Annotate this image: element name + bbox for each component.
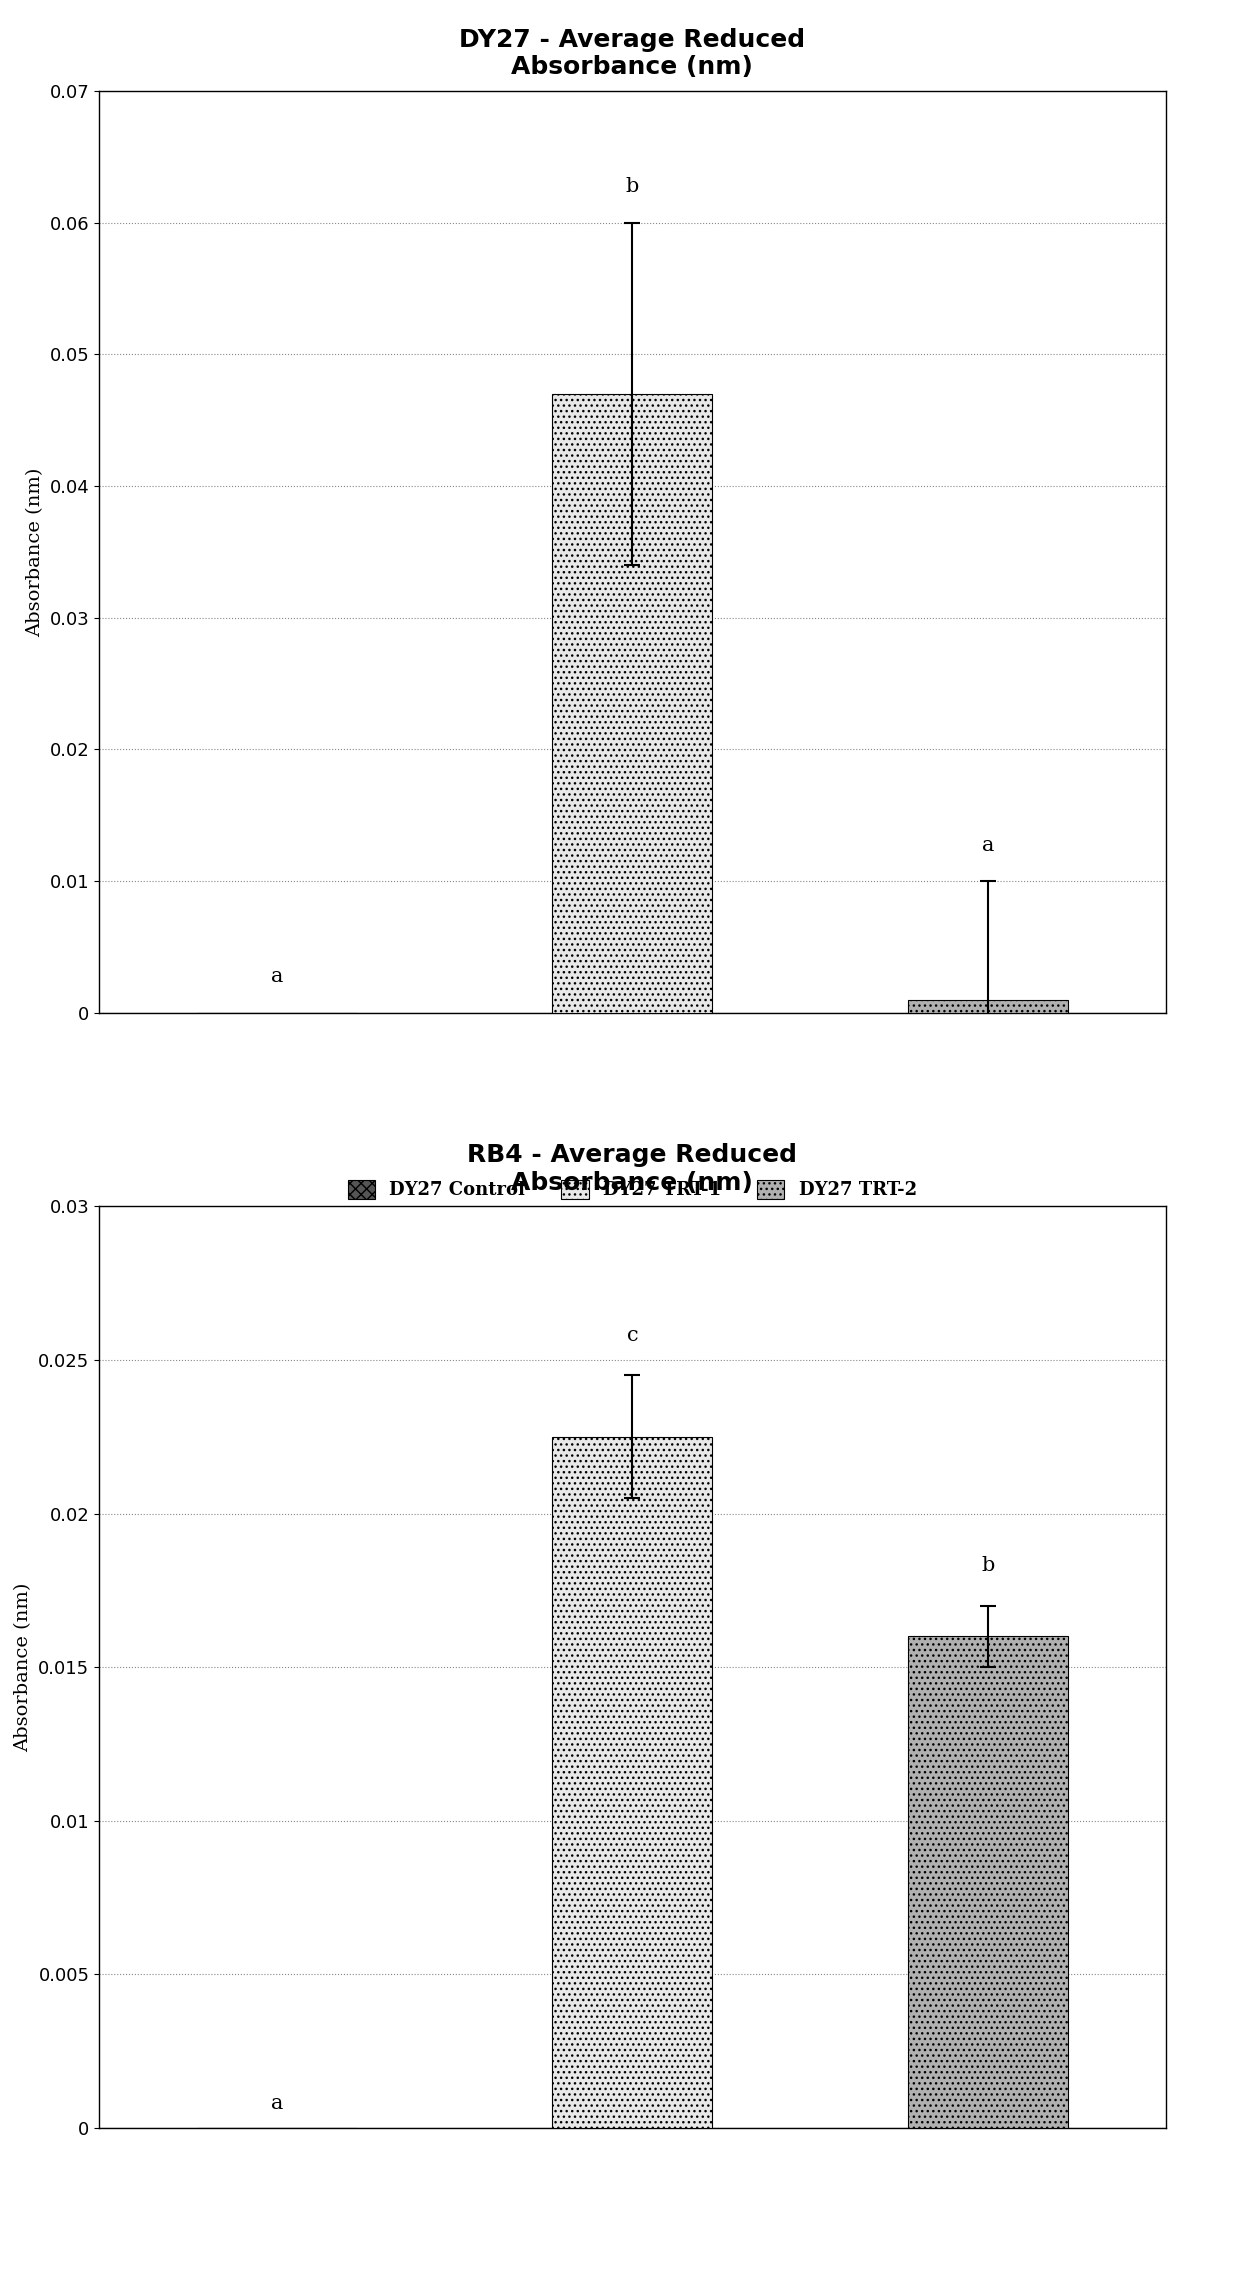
Bar xyxy=(552,1436,712,2128)
Text: FIG. 1C: FIG. 1C xyxy=(591,1309,673,1327)
Legend: DY27 Control, DY27 TRT-1, DY27 TRT-2: DY27 Control, DY27 TRT-1, DY27 TRT-2 xyxy=(341,1172,924,1206)
Bar xyxy=(908,1636,1068,2128)
Text: a: a xyxy=(982,835,994,856)
Text: a: a xyxy=(270,967,283,986)
Y-axis label: Absorbance (nm): Absorbance (nm) xyxy=(15,1582,32,1753)
Bar xyxy=(908,999,1068,1013)
Text: b: b xyxy=(981,1557,994,1575)
Bar xyxy=(552,394,712,1013)
Text: a: a xyxy=(270,2094,283,2112)
Title: RB4 - Average Reduced
Absorbance (nm): RB4 - Average Reduced Absorbance (nm) xyxy=(467,1143,797,1195)
Title: DY27 - Average Reduced
Absorbance (nm): DY27 - Average Reduced Absorbance (nm) xyxy=(459,27,806,80)
Y-axis label: Absorbance (nm): Absorbance (nm) xyxy=(26,467,45,637)
Text: c: c xyxy=(626,1325,639,1345)
Text: b: b xyxy=(626,178,639,196)
